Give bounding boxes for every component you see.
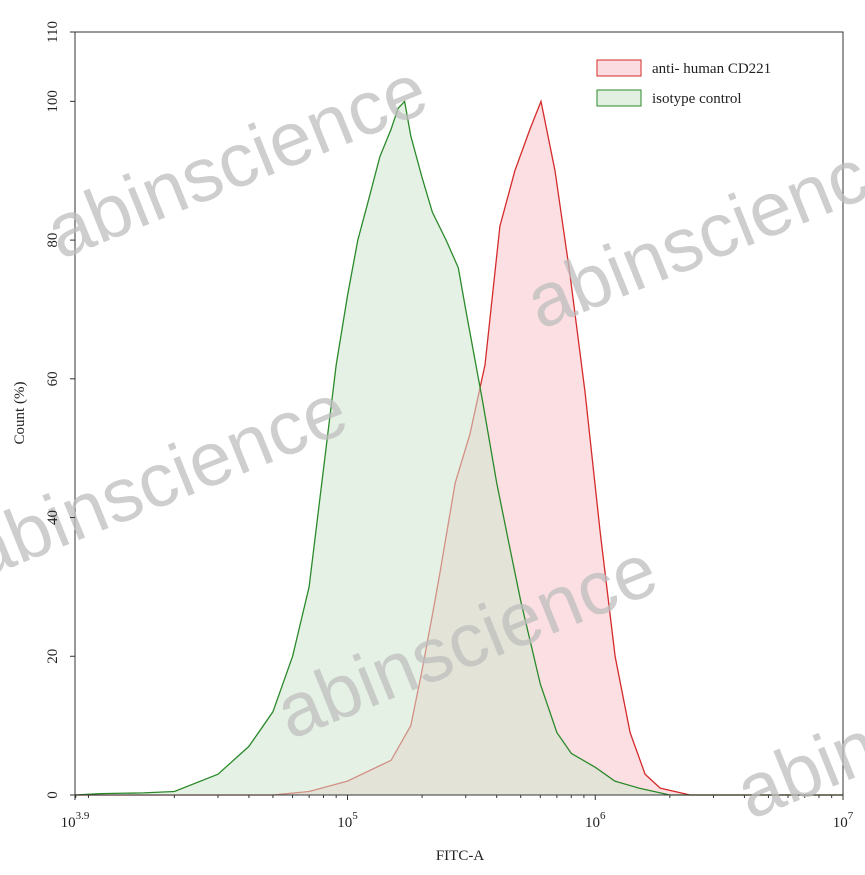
y-tick-label: 80	[45, 233, 61, 248]
series-line	[74, 100, 843, 796]
y-tick-label: 40	[45, 510, 61, 525]
y-tick-label: 20	[45, 649, 61, 664]
x-tick-label: 105	[337, 810, 358, 831]
x-tick-base: 10	[585, 815, 600, 831]
x-tick-label: 106	[585, 810, 606, 831]
x-tick-exponent: 6	[600, 810, 606, 822]
y-tick-label: 100	[45, 90, 61, 113]
y-axis-label: Count (%)	[12, 382, 28, 445]
y-tick-label: 60	[45, 371, 61, 386]
x-tick-base: 10	[61, 815, 76, 831]
legend-swatch	[596, 89, 642, 107]
x-tick-base: 10	[833, 815, 848, 831]
x-tick-label: 103.9	[61, 810, 90, 831]
x-tick-exponent: 5	[352, 810, 358, 822]
x-tick-exponent: 3.9	[76, 810, 90, 822]
series-area	[75, 101, 843, 795]
legend-swatch	[596, 59, 642, 77]
plot-frame	[74, 31, 844, 796]
legend-label: anti- human CD221	[652, 61, 771, 77]
x-tick-exponent: 7	[848, 810, 854, 822]
plot-area	[74, 99, 843, 798]
legend-label: isotype control	[652, 91, 742, 107]
x-tick-base: 10	[337, 815, 352, 831]
y-tick-label: 0	[45, 791, 61, 799]
x-axis-label: FITC-A	[436, 848, 485, 864]
y-tick-label: 110	[45, 21, 61, 43]
x-tick-label: 107	[833, 810, 854, 831]
